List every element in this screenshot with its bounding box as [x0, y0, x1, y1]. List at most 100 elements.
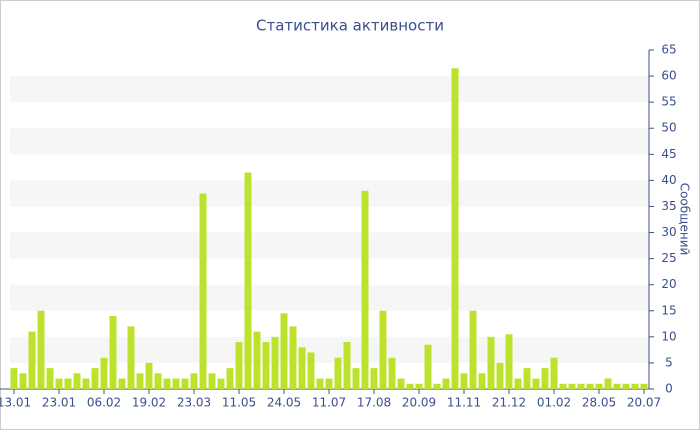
grid-band — [10, 232, 649, 259]
y-tick-label: 25 — [661, 251, 676, 265]
y-tick-label: 65 — [661, 43, 676, 57]
y-tick-label: 35 — [661, 199, 676, 213]
bar — [496, 362, 504, 389]
bar — [163, 378, 171, 389]
y-tick-label: 40 — [661, 173, 676, 187]
bar — [595, 383, 603, 389]
bar — [127, 326, 135, 389]
grid-band — [10, 284, 649, 311]
y-tick-label: 15 — [661, 303, 676, 317]
bar — [307, 352, 315, 389]
bar — [271, 336, 279, 389]
x-tick-label: 11.07 — [312, 396, 346, 410]
bar — [289, 326, 297, 389]
bar — [244, 172, 252, 389]
bar — [433, 383, 441, 389]
bar — [523, 368, 531, 389]
bar — [631, 383, 639, 389]
x-tick-label: 28.05 — [582, 396, 616, 410]
x-tick-label: 11.11 — [447, 396, 481, 410]
bar — [514, 378, 522, 389]
y-tick-label: 5 — [665, 355, 673, 369]
bar — [82, 378, 90, 389]
bar — [91, 368, 99, 389]
y-tick-label: 10 — [661, 329, 676, 343]
bar — [316, 378, 324, 389]
bar — [613, 383, 621, 389]
bar — [208, 373, 216, 389]
bar — [145, 362, 153, 389]
bar — [28, 331, 36, 389]
x-tick-label: 19.02 — [132, 396, 166, 410]
bar — [325, 378, 333, 389]
bar — [532, 378, 540, 389]
x-tick-label: 13.01 — [0, 396, 31, 410]
y-tick-label: 20 — [661, 277, 676, 291]
bar — [10, 368, 18, 389]
x-tick-label: 24.05 — [267, 396, 301, 410]
bar — [442, 378, 450, 389]
grid-band — [10, 128, 649, 155]
bar — [100, 357, 108, 389]
x-tick-label: 20.09 — [402, 396, 436, 410]
x-tick-label: 11.05 — [222, 396, 256, 410]
chart-title: Статистика активности — [256, 17, 444, 35]
bar — [298, 347, 306, 389]
bar — [280, 313, 288, 389]
bar — [370, 368, 378, 389]
y-tick-label: 50 — [661, 121, 676, 135]
bar — [451, 68, 459, 389]
bar — [415, 383, 423, 389]
bar — [406, 383, 414, 389]
y-tick-label: 30 — [661, 225, 676, 239]
bar — [190, 373, 198, 389]
bar — [109, 315, 117, 389]
grid-band — [10, 180, 649, 207]
y-axis-label: Сообщений — [678, 183, 692, 256]
bar — [46, 368, 54, 389]
bar — [37, 310, 45, 389]
bar — [64, 378, 72, 389]
x-tick-label: 23.03 — [177, 396, 211, 410]
bar — [217, 378, 225, 389]
bar — [253, 331, 261, 389]
y-tick-label: 0 — [665, 382, 673, 396]
bar — [352, 368, 360, 389]
bar — [118, 378, 126, 389]
bar — [586, 383, 594, 389]
y-tick-label: 55 — [661, 95, 676, 109]
bar — [361, 190, 369, 389]
x-tick-label: 23.01 — [42, 396, 76, 410]
bar — [469, 310, 477, 389]
bar — [19, 373, 27, 389]
bar — [460, 373, 468, 389]
bar — [550, 357, 558, 389]
x-tick-label: 21.12 — [492, 396, 526, 410]
x-tick-label: 17.08 — [357, 396, 391, 410]
bar — [334, 357, 342, 389]
bar — [343, 342, 351, 389]
x-tick-label: 01.02 — [537, 396, 571, 410]
bar — [73, 373, 81, 389]
bar — [235, 342, 243, 389]
bar — [478, 373, 486, 389]
grid-band — [10, 76, 649, 103]
bar — [181, 378, 189, 389]
bar — [397, 378, 405, 389]
y-tick-label: 45 — [661, 147, 676, 161]
bar — [505, 334, 513, 389]
bar — [388, 357, 396, 389]
bar — [379, 310, 387, 389]
x-tick-label: 06.02 — [87, 396, 121, 410]
bar — [424, 344, 432, 389]
bar — [55, 378, 63, 389]
bar — [172, 378, 180, 389]
bar — [487, 336, 495, 389]
bar — [199, 193, 207, 389]
bar — [541, 368, 549, 389]
bar — [640, 383, 648, 389]
bar — [226, 368, 234, 389]
bar — [604, 378, 612, 389]
bar — [154, 373, 162, 389]
